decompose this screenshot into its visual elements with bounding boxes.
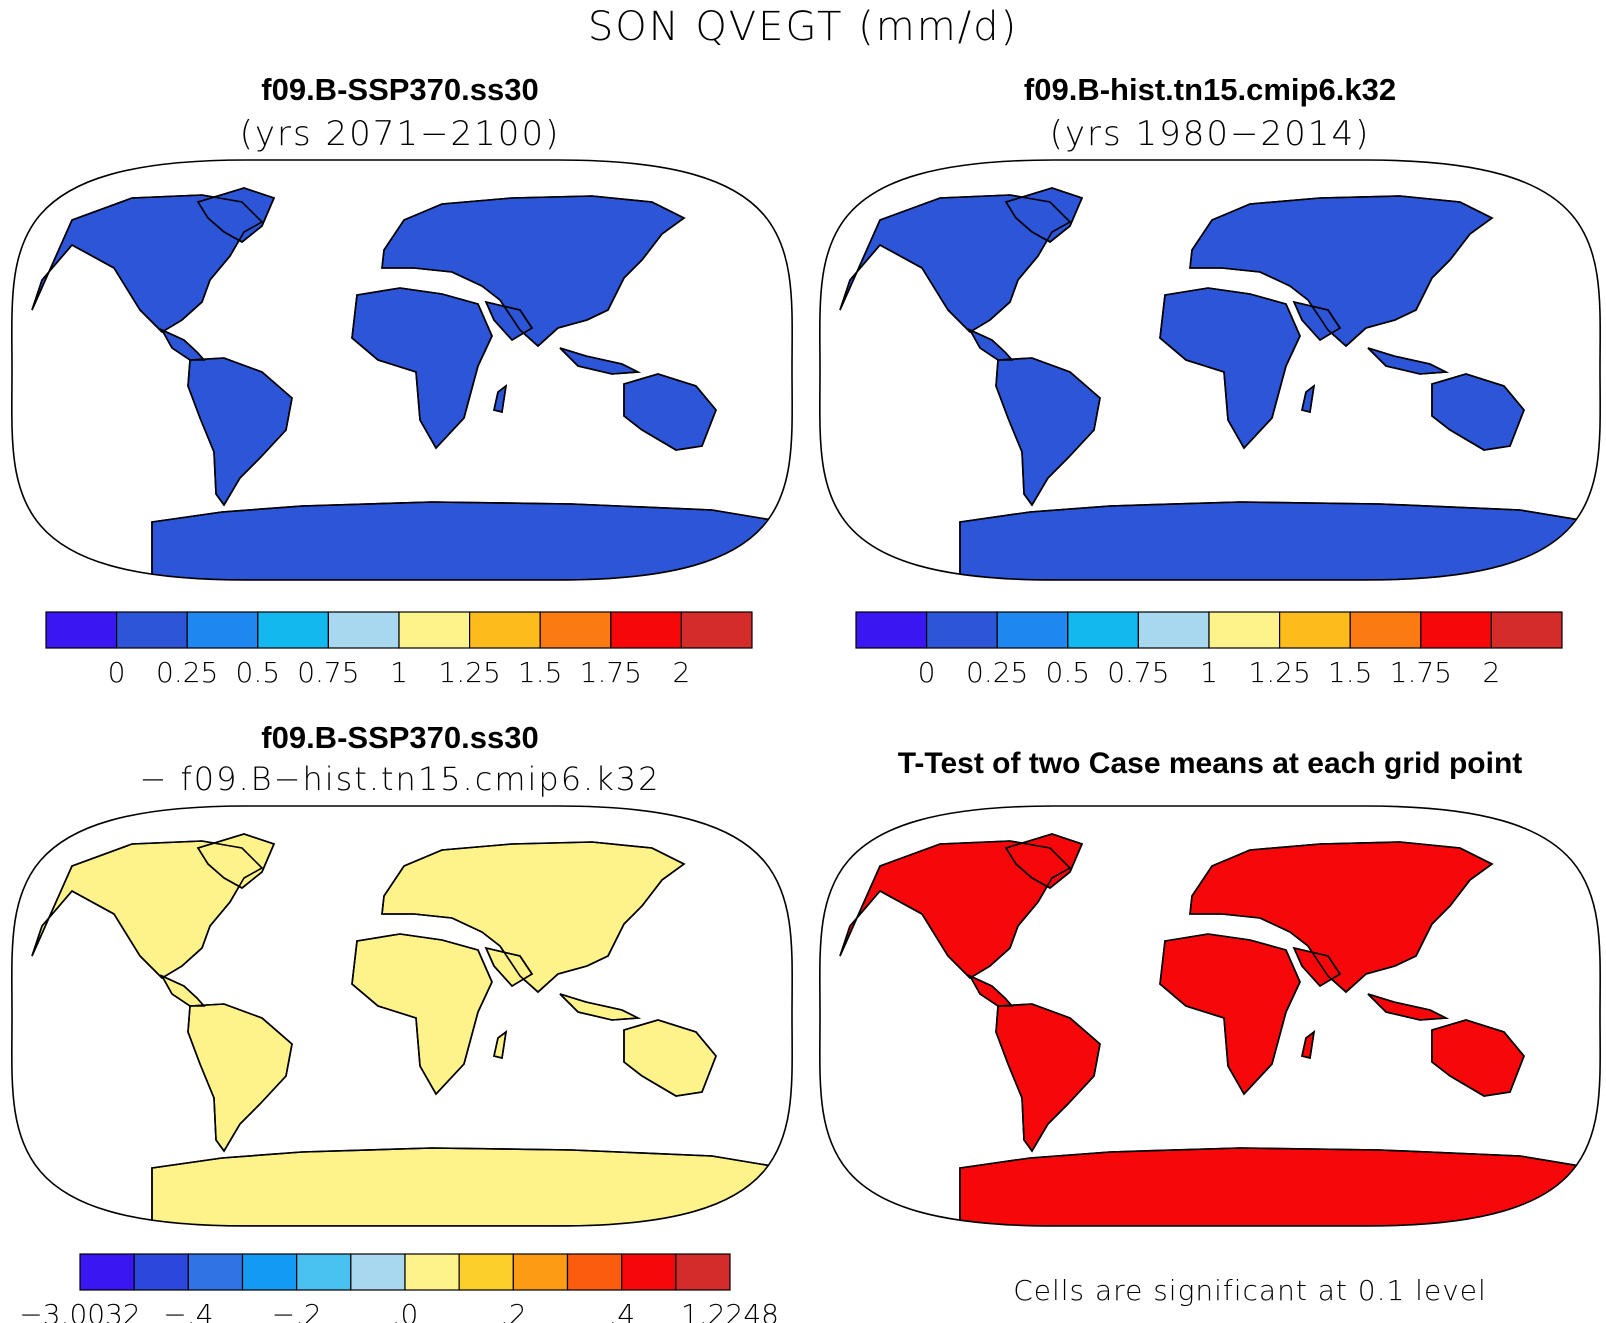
map-ttest bbox=[819, 805, 1601, 1227]
colorbar-diff-tick-label: −.2 bbox=[272, 1298, 322, 1323]
colorbar-ssp370-cell bbox=[257, 611, 329, 649]
colorbar-diff-cell bbox=[241, 1253, 298, 1291]
panel-tl-years: (yrs 2071−2100) bbox=[239, 114, 561, 154]
colorbar-ssp370-tick-label: 1.75 bbox=[580, 656, 642, 689]
colorbar-ssp370-tick-label: 0.5 bbox=[236, 656, 281, 689]
colorbar-ssp370-cell bbox=[469, 611, 541, 649]
panel-tl-case-title: f09.B-SSP370.ss30 bbox=[261, 72, 539, 107]
colorbar-hist-tick-label: 2 bbox=[1482, 656, 1500, 689]
map-diff bbox=[11, 805, 793, 1227]
panel-tr-case-title: f09.B-hist.tn15.cmip6.k32 bbox=[1023, 72, 1397, 107]
colorbar-diff-tick-label: −.4 bbox=[163, 1298, 213, 1323]
colorbar-ssp370-cell bbox=[610, 611, 682, 649]
colorbar-ssp370-cell bbox=[115, 611, 188, 649]
panel-tr-years: (yrs 1980−2014) bbox=[1049, 114, 1371, 154]
colorbar-hist-tick-label: 0.25 bbox=[966, 656, 1028, 689]
colorbar-diff-cell bbox=[350, 1253, 406, 1291]
colorbar-diff-cell bbox=[187, 1253, 244, 1291]
colorbar-ssp370-cell bbox=[398, 611, 471, 649]
colorbar-hist-cell bbox=[1278, 611, 1351, 649]
colorbar-diff-tick-label: .4 bbox=[608, 1298, 635, 1323]
colorbar-diff-cell bbox=[675, 1253, 731, 1291]
colorbar-hist-cell bbox=[996, 611, 1069, 649]
colorbar-ssp370-cell bbox=[45, 611, 118, 649]
colorbar-hist: 0 0.25 0.5 0.75 1 1.25 1.5 1.75 2 bbox=[855, 611, 1563, 689]
colorbar-hist-tick-label: 1.5 bbox=[1328, 656, 1373, 689]
colorbar-hist-cell bbox=[1349, 611, 1422, 649]
panel-br-note: Cells are significant at 0.1 level bbox=[1013, 1274, 1487, 1307]
panel-br-title: T-Test of two Case means at each grid po… bbox=[897, 747, 1523, 780]
colorbar-hist-cell bbox=[1490, 611, 1563, 649]
colorbar-hist-tick-label: 1.75 bbox=[1390, 656, 1452, 689]
colorbar-diff: −3.0032 −.4 −.2 .0 .2 .4 1.2248 bbox=[19, 1253, 779, 1323]
colorbar-diff-cell bbox=[621, 1253, 677, 1291]
colorbar-diff-tick-label: .0 bbox=[392, 1298, 419, 1323]
colorbar-hist-cell bbox=[1137, 611, 1210, 649]
map-ssp370 bbox=[11, 159, 793, 581]
colorbar-hist-cell bbox=[925, 611, 998, 649]
colorbar-ssp370-cell bbox=[539, 611, 612, 649]
colorbar-diff-tick-label: 1.2248 bbox=[681, 1298, 779, 1323]
colorbar-hist-cell bbox=[1420, 611, 1493, 649]
panel-bl-case-title: f09.B-SSP370.ss30 bbox=[261, 720, 539, 755]
colorbar-diff-cell bbox=[512, 1253, 569, 1291]
colorbar-hist-tick-label: 0.5 bbox=[1046, 656, 1091, 689]
colorbar-hist-cell bbox=[1208, 611, 1281, 649]
colorbar-ssp370-tick-label: 1 bbox=[390, 656, 408, 689]
map-hist bbox=[819, 159, 1601, 581]
panel-bl-subtitle: − f09.B−hist.tn15.cmip6.k32 bbox=[139, 760, 661, 798]
colorbar-ssp370-tick-label: 0.25 bbox=[156, 656, 218, 689]
colorbar-diff-tick-label: .2 bbox=[500, 1298, 527, 1323]
colorbar-ssp370-cell bbox=[186, 611, 259, 649]
colorbar-diff-cell bbox=[458, 1253, 514, 1291]
colorbar-ssp370-tick-label: 0 bbox=[108, 656, 126, 689]
colorbar-hist-tick-label: 0.75 bbox=[1107, 656, 1169, 689]
colorbar-hist-cell bbox=[1067, 611, 1140, 649]
colorbar-ssp370-tick-label: 0.75 bbox=[297, 656, 359, 689]
colorbar-hist-tick-label: 1.25 bbox=[1248, 656, 1310, 689]
colorbar-hist-tick-label: 1 bbox=[1200, 656, 1218, 689]
colorbar-hist-tick-label: 0 bbox=[918, 656, 936, 689]
colorbar-diff-cell bbox=[79, 1253, 135, 1291]
colorbar-ssp370-cell bbox=[680, 611, 753, 649]
colorbar-diff-cell bbox=[296, 1253, 352, 1291]
colorbar-diff-cell bbox=[133, 1253, 189, 1291]
colorbar-ssp370-tick-label: 2 bbox=[672, 656, 690, 689]
colorbar-diff-tick-label: −3.0032 bbox=[19, 1298, 140, 1323]
colorbar-hist-cell bbox=[855, 611, 928, 649]
colorbar-ssp370: 0 0.25 0.5 0.75 1 1.25 1.5 1.75 2 bbox=[45, 611, 753, 689]
colorbar-ssp370-tick-label: 1.5 bbox=[518, 656, 563, 689]
colorbar-diff-cell bbox=[404, 1253, 460, 1291]
colorbar-ssp370-tick-label: 1.25 bbox=[438, 656, 500, 689]
colorbar-ssp370-cell bbox=[327, 611, 400, 649]
main-title: SON QVEGT (mm/d) bbox=[587, 4, 1019, 50]
colorbar-diff-cell bbox=[566, 1253, 623, 1291]
